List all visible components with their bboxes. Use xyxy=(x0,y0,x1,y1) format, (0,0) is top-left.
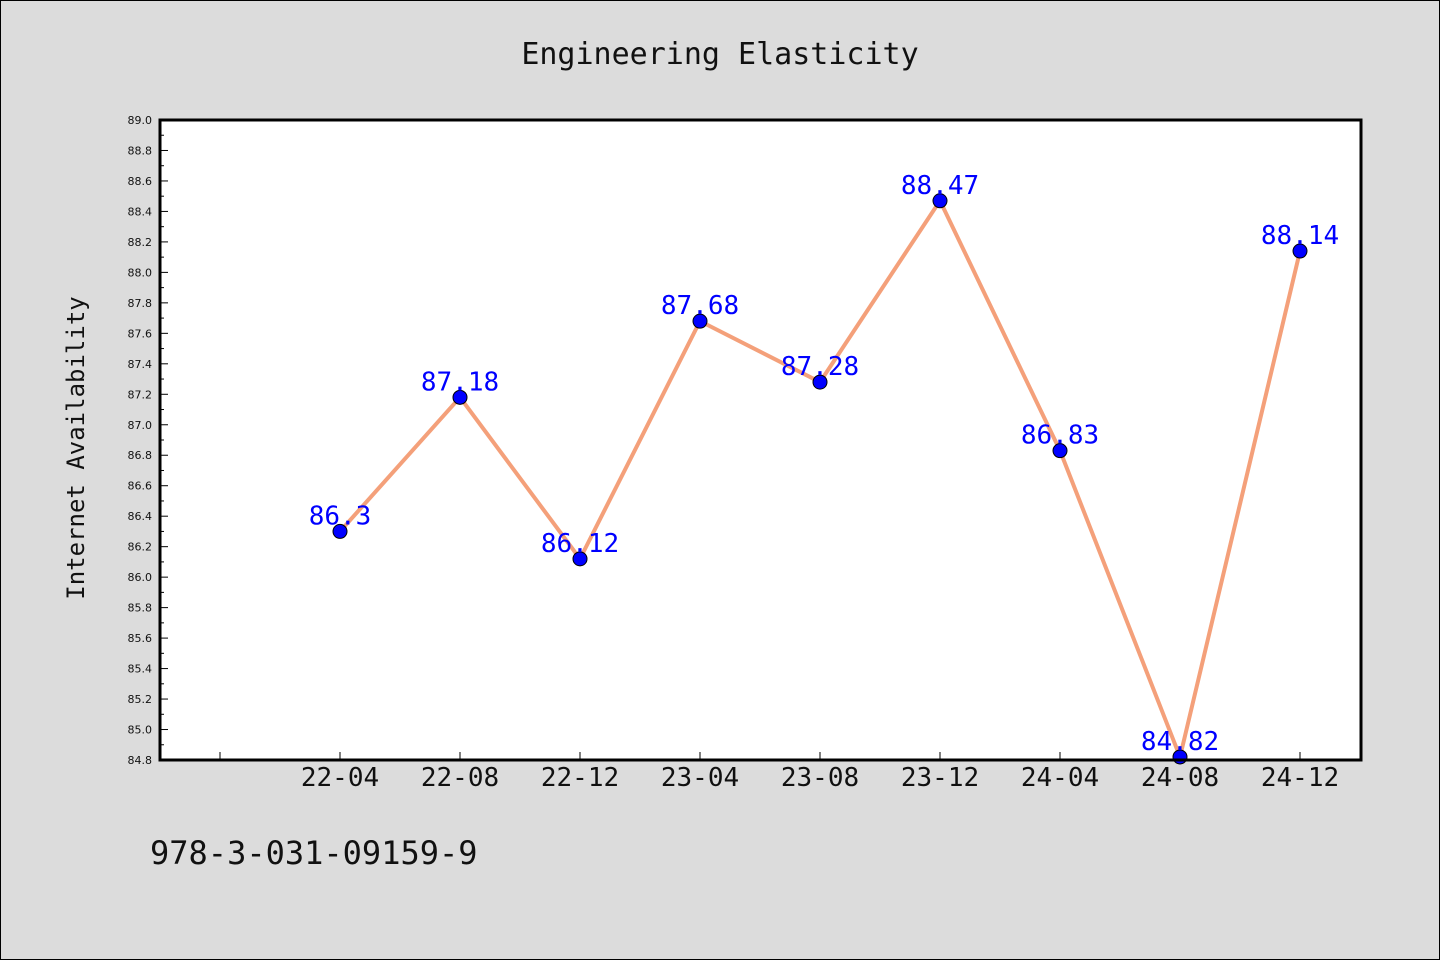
y-tick-label: 87.2 xyxy=(128,388,153,401)
y-tick-label: 86.8 xyxy=(128,449,153,462)
data-label: 86.3 xyxy=(309,501,372,531)
x-tick-label: 22-12 xyxy=(541,763,619,793)
y-axis-label: Internet Availability xyxy=(62,296,90,599)
data-label: 86.83 xyxy=(1021,421,1099,451)
y-tick-label: 85.6 xyxy=(128,632,153,645)
data-point xyxy=(812,374,828,390)
y-tick-label: 85.0 xyxy=(128,724,153,737)
x-tick-label: 24-04 xyxy=(1021,763,1099,793)
data-point xyxy=(452,389,468,405)
y-tick-label: 87.0 xyxy=(128,419,153,432)
x-tick-label: 23-08 xyxy=(781,763,859,793)
y-tick-label: 85.8 xyxy=(128,602,153,615)
y-tick-label: 86.2 xyxy=(128,541,153,554)
data-point xyxy=(1052,443,1068,459)
x-tick-label: 23-04 xyxy=(661,763,739,793)
plot-border xyxy=(158,118,1363,762)
y-tick-label: 88.2 xyxy=(128,236,153,249)
data-label: 87.18 xyxy=(421,367,499,397)
y-tick-label: 88.8 xyxy=(128,144,153,157)
y-tick-label: 87.4 xyxy=(128,358,153,371)
data-label: 86.12 xyxy=(541,529,619,559)
data-point xyxy=(1292,243,1308,259)
x-tick-label: 24-08 xyxy=(1141,763,1219,793)
footer-isbn: 978-3-031-09159-9 xyxy=(150,834,478,872)
series-line: 86.3 87.18 86.12 87.68 87.28 88.47 86.83 84.82 8… xyxy=(309,171,1339,765)
y-tick-label: 87.6 xyxy=(128,327,153,340)
x-tick-label: 24-12 xyxy=(1261,763,1339,793)
x-tick-label: 22-08 xyxy=(421,763,499,793)
chart-title: Engineering Elasticity xyxy=(521,37,918,72)
data-label: 88.47 xyxy=(901,171,979,201)
data-label: 88.14 xyxy=(1261,221,1339,251)
data-point xyxy=(932,193,948,209)
y-tick-label: 86.0 xyxy=(128,571,153,584)
y-tick-label: 86.4 xyxy=(128,510,153,523)
data-point xyxy=(332,523,348,539)
y-tick-label: 86.6 xyxy=(128,480,153,493)
y-tick-label: 89.0 xyxy=(128,114,153,127)
x-axis: 22-04 22-08 22-12 23-04 23-08 23-12 24-04 24-08… xyxy=(219,752,1339,793)
plot-area xyxy=(160,120,1361,760)
y-tick-label: 88.6 xyxy=(128,175,153,188)
y-tick-label: 88.4 xyxy=(128,205,153,218)
y-tick-label: 87.8 xyxy=(128,297,153,310)
x-tick-label: 22-04 xyxy=(301,763,379,793)
data-label: 87.68 xyxy=(661,291,739,321)
y-tick-label: 85.4 xyxy=(128,663,153,676)
x-tick-label: 23-12 xyxy=(901,763,979,793)
data-point xyxy=(692,313,708,329)
data-label: 84.82 xyxy=(1141,727,1219,757)
y-tick-label: 84.8 xyxy=(128,754,153,767)
data-label: 87.28 xyxy=(781,352,859,382)
data-point xyxy=(572,551,588,567)
y-tick-label: 85.2 xyxy=(128,693,153,706)
y-tick-label: 88.0 xyxy=(128,266,153,279)
